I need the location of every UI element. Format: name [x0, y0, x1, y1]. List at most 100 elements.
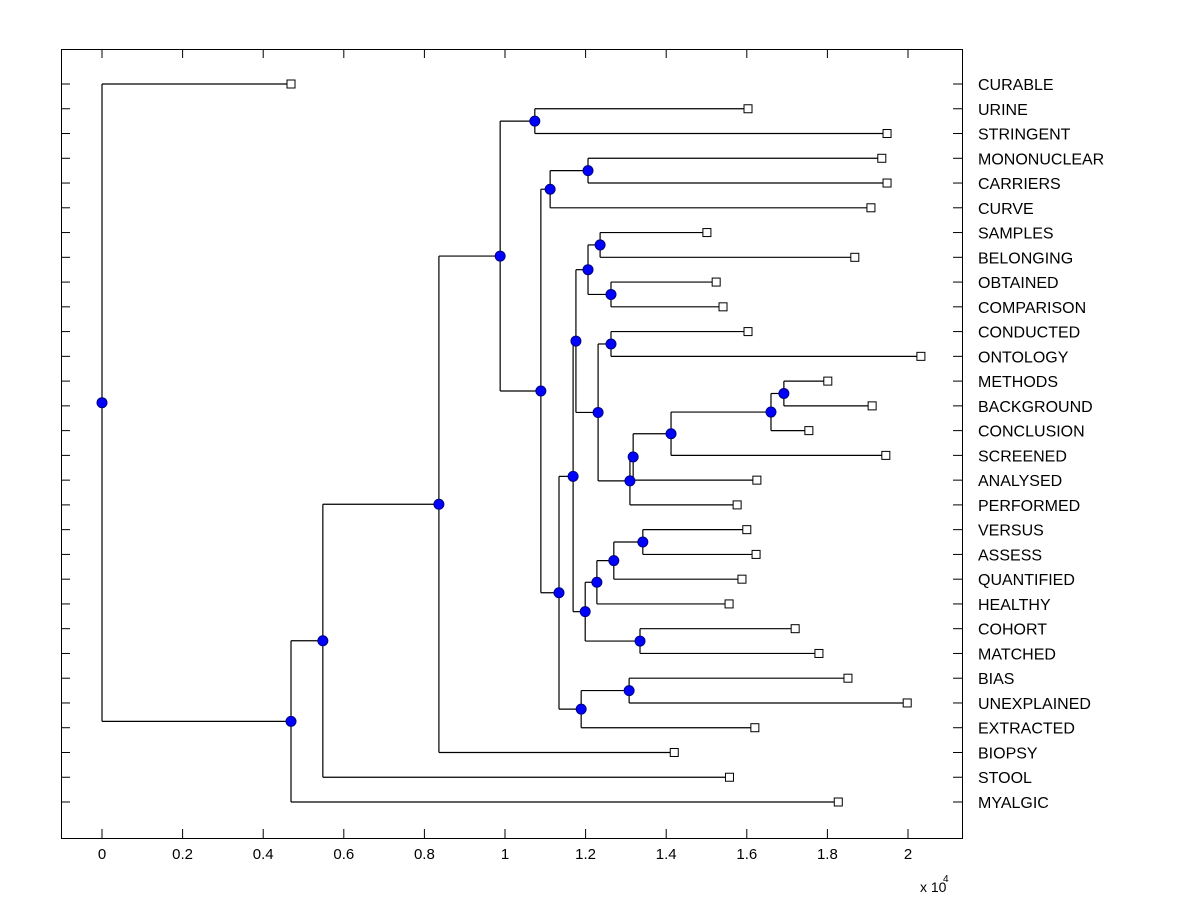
node-marker-n2 — [582, 165, 594, 177]
node-marker-n13 — [592, 406, 604, 418]
leaf-label-samples: SAMPLES — [978, 226, 1054, 243]
node-marker-n8 — [778, 387, 790, 399]
leaf-label-ontology: ONTOLOGY — [978, 349, 1069, 366]
leaf-marker-stool — [724, 772, 734, 782]
node-marker-n26 — [433, 498, 445, 510]
leaf-marker-comparison — [718, 302, 728, 312]
leaf-marker-samples — [702, 228, 712, 238]
leaf-label-conclusion: CONCLUSION — [978, 424, 1085, 441]
leaf-marker-performed — [732, 500, 742, 510]
leaf-marker-curve — [866, 203, 876, 213]
node-marker-n14 — [570, 335, 582, 347]
leaf-marker-methods — [823, 376, 833, 386]
node-marker-n21 — [623, 685, 635, 697]
node-marker-n18 — [634, 635, 646, 647]
node-marker-n25 — [494, 250, 506, 262]
leaf-label-conducted: CONDUCTED — [978, 325, 1080, 342]
node-marker-n23 — [553, 587, 565, 599]
leaf-label-curve: CURVE — [978, 201, 1034, 218]
x-tick-label: 1.8 — [817, 846, 838, 863]
leaf-label-screened: SCREENED — [978, 448, 1067, 465]
leaf-marker-bias — [843, 673, 853, 683]
x-tick-label: 0.4 — [253, 846, 274, 863]
x-tick-label: 1.6 — [736, 846, 757, 863]
leaf-marker-belonging — [850, 252, 860, 262]
node-marker-n6 — [582, 264, 594, 276]
leaf-label-matched: MATCHED — [978, 646, 1056, 663]
leaf-marker-analysed — [752, 475, 762, 485]
x-tick-label: 0 — [98, 846, 106, 863]
leaf-marker-conducted — [743, 327, 753, 337]
node-marker-n29 — [96, 397, 108, 409]
leaf-label-carriers: CARRIERS — [978, 176, 1061, 193]
leaf-labels: CURABLE URINE STRINGENT MONONUCLEAR CARRIERS… — [978, 77, 1104, 812]
leaf-marker-screened — [881, 450, 891, 460]
leaf-label-extracted: EXTRACTED — [978, 721, 1075, 738]
leaf-label-stool: STOOL — [978, 770, 1032, 787]
node-marker-n15 — [637, 536, 649, 548]
leaf-marker-curable — [286, 79, 296, 89]
leaf-marker-carriers — [882, 178, 892, 188]
leaf-label-performed: PERFORMED — [978, 498, 1080, 515]
x-multiplier: x 10 4 — [920, 874, 949, 895]
leaf-label-obtained: OBTAINED — [978, 275, 1059, 292]
node-marker-n9 — [765, 406, 777, 418]
leaf-marker-background — [867, 401, 877, 411]
leaf-marker-obtained — [711, 277, 721, 287]
node-marker-n3 — [544, 183, 556, 195]
plot-frame — [61, 49, 963, 839]
leaf-label-background: BACKGROUND — [978, 399, 1093, 416]
leaf-label-belonging: BELONGING — [978, 250, 1073, 267]
leaf-label-stringent: STRINGENT — [978, 127, 1071, 144]
x-tick-label: 0.2 — [172, 846, 193, 863]
axis-ticks — [61, 49, 962, 838]
leaf-marker-stringent — [882, 129, 892, 139]
leaf-label-bias: BIAS — [978, 671, 1014, 688]
x-tick-label: 1.2 — [575, 846, 596, 863]
leaf-label-unexplained: UNEXPLAINED — [978, 696, 1091, 713]
node-marker-n16 — [608, 555, 620, 567]
node-marker-n27 — [317, 635, 329, 647]
leaf-label-cohort: COHORT — [978, 622, 1047, 639]
x-multiplier-label: x 10 — [920, 879, 947, 895]
node-marker-n24 — [535, 385, 547, 397]
node-marker-n10 — [665, 428, 677, 440]
leaf-marker-healthy — [724, 599, 734, 609]
leaf-marker-matched — [814, 648, 824, 658]
leaf-label-versus: VERSUS — [978, 523, 1044, 540]
x-tick-labels: 0 0.2 0.4 0.6 0.8 1 1.2 1.4 1.6 1.8 2 — [98, 846, 912, 863]
leaf-marker-assess — [751, 549, 761, 559]
leaf-label-mononuclear: MONONUCLEAR — [978, 151, 1104, 168]
node-marker-n4 — [594, 239, 606, 251]
node-marker-n20 — [567, 470, 579, 482]
leaf-label-myalgic: MYALGIC — [978, 795, 1049, 812]
leaf-marker-biopsy — [669, 747, 679, 757]
leaf-label-comparison: COMPARISON — [978, 300, 1086, 317]
node-marker-n5 — [605, 288, 617, 300]
leaf-marker-versus — [742, 525, 752, 535]
leaf-marker-extracted — [750, 723, 760, 733]
x-tick-label: 0.6 — [333, 846, 354, 863]
leaf-marker-ontology — [916, 351, 926, 361]
leaf-marker-conclusion — [804, 426, 814, 436]
leaf-label-methods: METHODS — [978, 374, 1058, 391]
node-marker-n19 — [579, 606, 591, 618]
leaf-label-urine: URINE — [978, 102, 1028, 119]
leaf-marker-quantified — [737, 574, 747, 584]
dendrogram-markers — [96, 79, 926, 807]
x-multiplier-exponent: 4 — [943, 874, 949, 885]
leaf-marker-myalgic — [833, 797, 843, 807]
leaf-marker-mononuclear — [877, 153, 887, 163]
x-tick-label: 1.4 — [656, 846, 677, 863]
x-tick-label: 2 — [904, 846, 912, 863]
node-marker-n7 — [605, 338, 617, 350]
x-tick-label: 0.8 — [414, 846, 435, 863]
leaf-marker-unexplained — [902, 698, 912, 708]
node-marker-n28 — [285, 715, 297, 727]
leaf-label-analysed: ANALYSED — [978, 473, 1062, 490]
x-tick-label: 1 — [501, 846, 509, 863]
leaf-marker-cohort — [790, 624, 800, 634]
node-marker-n11 — [627, 451, 639, 463]
